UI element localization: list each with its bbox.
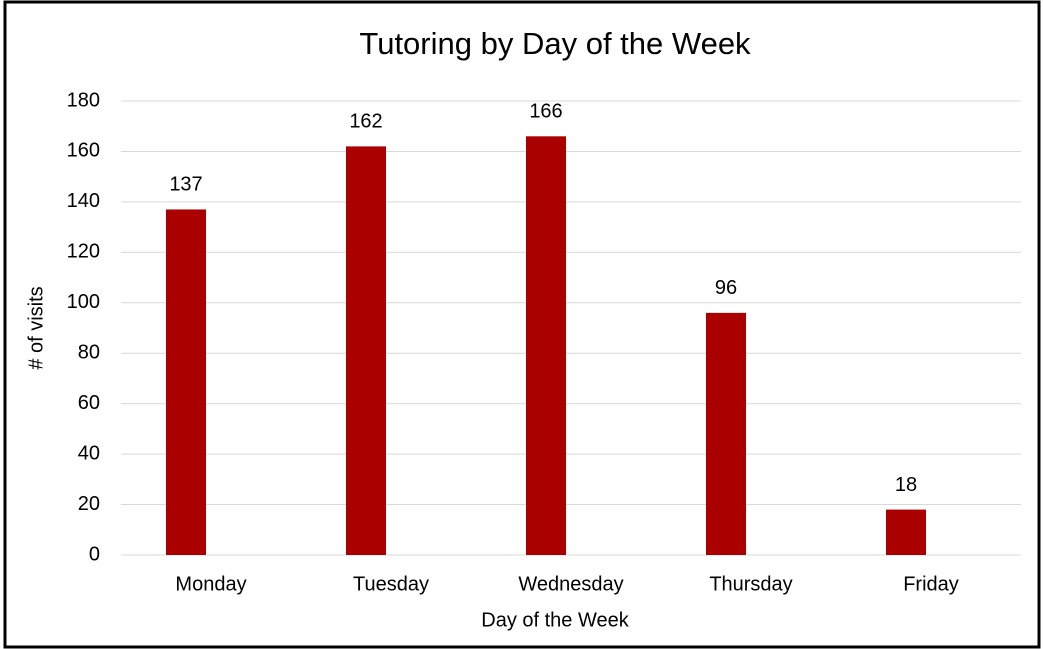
y-tick-label: 60: [78, 392, 100, 414]
data-label: 96: [715, 277, 737, 299]
y-tick-label: 160: [67, 140, 100, 162]
y-tick-label: 0: [89, 543, 100, 565]
y-tick-label: 120: [67, 241, 100, 263]
bar: [166, 209, 206, 555]
y-tick-label: 40: [78, 442, 100, 464]
y-tick-label: 100: [67, 291, 100, 313]
y-tick-label: 20: [78, 493, 100, 515]
data-label: 137: [169, 174, 202, 196]
y-tick-label: 180: [67, 89, 100, 111]
bar: [886, 509, 926, 555]
data-label: 162: [349, 111, 382, 133]
x-tick-label: Monday: [175, 573, 246, 595]
chart-title: Tutoring by Day of the Week: [359, 26, 751, 61]
x-axis-label: Day of the Week: [481, 609, 629, 631]
bar: [706, 312, 746, 555]
chart-border: [3, 0, 1041, 649]
bar: [526, 136, 566, 556]
bar: [346, 146, 386, 555]
x-tick-label: Friday: [903, 573, 959, 595]
x-tick-label: Thursday: [709, 573, 792, 595]
y-axis-label: # of visits: [25, 286, 47, 369]
x-tick-label: Wednesday: [518, 573, 623, 595]
data-label: 166: [529, 101, 562, 123]
y-tick-label: 80: [78, 342, 100, 364]
y-tick-label: 140: [67, 190, 100, 212]
x-tick-label: Tuesday: [353, 573, 429, 595]
data-label: 18: [895, 474, 917, 496]
